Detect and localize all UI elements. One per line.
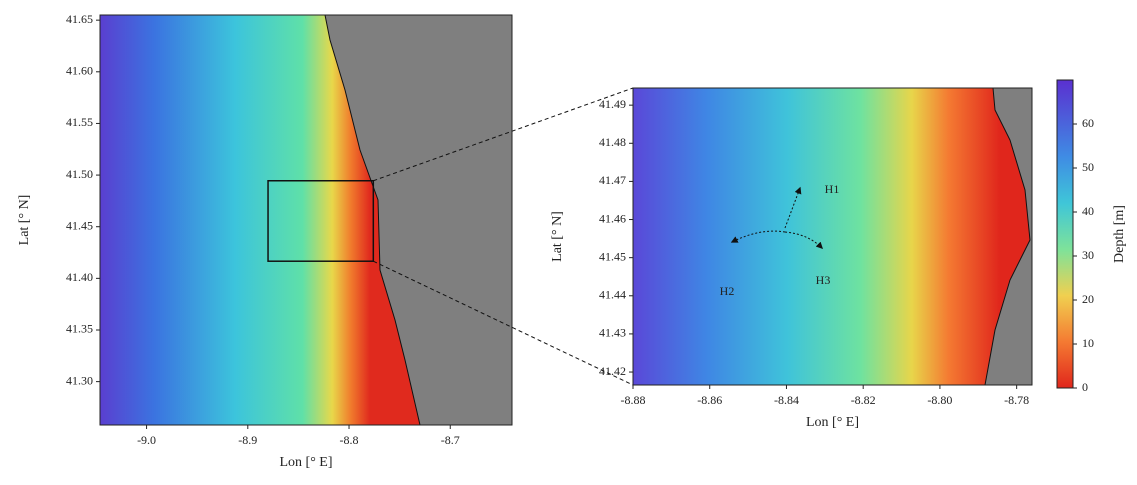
y-tick-label: 41.60 — [66, 64, 93, 78]
point-label: H3 — [816, 273, 831, 287]
x-tick-label: -8.86 — [697, 393, 722, 407]
x-tick-label: -8.9 — [238, 433, 257, 447]
colorbar-tick-label: 60 — [1082, 116, 1094, 130]
x-axis-label: Lon [° E] — [806, 415, 859, 430]
y-tick-label: 41.42 — [599, 364, 626, 378]
x-tick-label: -8.7 — [441, 433, 460, 447]
point-label: H1 — [825, 182, 840, 196]
y-tick-label: 41.50 — [66, 167, 93, 181]
y-tick-label: 41.43 — [599, 326, 626, 340]
frame — [99, 14, 513, 426]
x-tick-label: -8.88 — [621, 393, 646, 407]
x-tick-label: -9.0 — [137, 433, 156, 447]
colorbar-tick-label: 30 — [1082, 248, 1094, 262]
colorbar-tick-label: 0 — [1082, 380, 1088, 394]
y-tick-label: 41.44 — [599, 288, 626, 302]
y-tick-label: 41.40 — [66, 270, 93, 284]
y-tick-label: 41.45 — [66, 218, 93, 232]
y-tick-label: 41.45 — [599, 249, 626, 263]
frame — [632, 87, 1033, 386]
x-tick-label: -8.80 — [927, 393, 952, 407]
y-tick-label: 41.65 — [66, 12, 93, 26]
inset-box — [267, 180, 375, 262]
x-tick-label: -8.82 — [851, 393, 876, 407]
x-tick-label: -8.78 — [1004, 393, 1029, 407]
y-tick-label: 41.30 — [66, 373, 93, 387]
y-tick-label: 41.47 — [599, 173, 626, 187]
arrow — [784, 186, 802, 229]
arrow — [784, 231, 823, 249]
x-tick-label: -8.8 — [340, 433, 359, 447]
colorbar-label: Depth [m] — [1112, 205, 1127, 263]
y-axis-label: Lat [° N] — [550, 211, 565, 262]
y-tick-label: 41.48 — [599, 135, 626, 149]
y-axis-label: Lat [° N] — [17, 195, 32, 246]
bathymetry — [633, 88, 1032, 385]
point-label: H2 — [720, 284, 735, 298]
y-tick-label: 41.55 — [66, 115, 93, 129]
zoom-line — [373, 260, 634, 386]
colorbar-tick-label: 40 — [1082, 204, 1094, 218]
x-axis-label: Lon [° E] — [279, 455, 332, 470]
colorbar-tick-label: 50 — [1082, 160, 1094, 174]
y-tick-label: 41.46 — [599, 211, 626, 225]
zoom-line — [373, 87, 634, 182]
colorbar-tick-label: 20 — [1082, 292, 1094, 306]
colorbar — [1056, 79, 1074, 389]
colorbar-tick-label: 10 — [1082, 336, 1094, 350]
x-tick-label: -8.84 — [774, 393, 799, 407]
arrow — [730, 230, 786, 243]
y-tick-label: 41.35 — [66, 322, 93, 336]
y-tick-label: 41.49 — [599, 97, 626, 111]
